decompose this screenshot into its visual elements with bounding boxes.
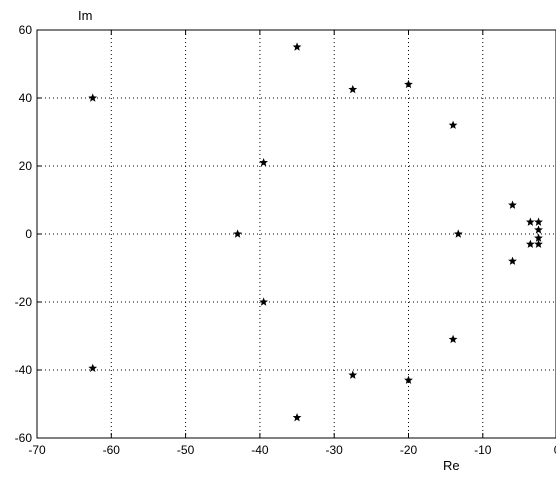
data-point-star (404, 79, 413, 89)
data-point-star (292, 42, 302, 51)
y-axis-label: Im (78, 8, 92, 23)
x-axis-label: Re (443, 458, 460, 473)
data-point-star (525, 217, 535, 226)
data-point-star (259, 158, 268, 167)
data-point-star (525, 239, 535, 248)
data-point-star (348, 84, 358, 94)
data-point-star (448, 334, 458, 344)
x-tick-labels: -70 -60 -50 -40 -30 -20 -10 0 (28, 443, 556, 457)
y-tick-label: -40 (15, 363, 33, 377)
x-tick-label: -50 (177, 443, 195, 457)
y-tick-label: -60 (15, 431, 33, 445)
data-point-star (534, 233, 543, 242)
data-point-star (292, 413, 302, 422)
data-point-star (508, 200, 517, 209)
data-point-star (348, 370, 358, 379)
plot-frame (36, 29, 556, 439)
grid-lines (37, 30, 556, 438)
data-points (88, 42, 543, 422)
y-tick-label: 40 (19, 91, 33, 105)
data-point-star (448, 120, 458, 129)
x-tick-label: -20 (400, 443, 418, 457)
y-tick-label: -20 (15, 295, 33, 309)
data-point-star (88, 363, 98, 373)
x-tick-label: 0 (554, 443, 556, 457)
data-point-star (508, 256, 517, 265)
data-point-star (453, 229, 463, 238)
y-tick-label: 60 (19, 23, 33, 37)
data-point-star (259, 297, 268, 306)
y-tick-label: 20 (19, 159, 33, 173)
y-tick-label: 0 (25, 227, 32, 241)
data-point-star (88, 93, 98, 102)
x-tick-label: -10 (474, 443, 492, 457)
data-point-star (534, 239, 543, 248)
x-tick-label: -60 (103, 443, 121, 457)
x-tick-label: -40 (251, 443, 269, 457)
data-point-star (534, 217, 543, 226)
data-point-star (404, 375, 413, 384)
y-tick-labels: -60 -40 -20 0 20 40 60 (15, 23, 33, 445)
data-point-star (534, 225, 543, 234)
x-tick-label: -70 (28, 443, 46, 457)
data-point-star (233, 229, 242, 238)
x-tick-label: -30 (326, 443, 344, 457)
